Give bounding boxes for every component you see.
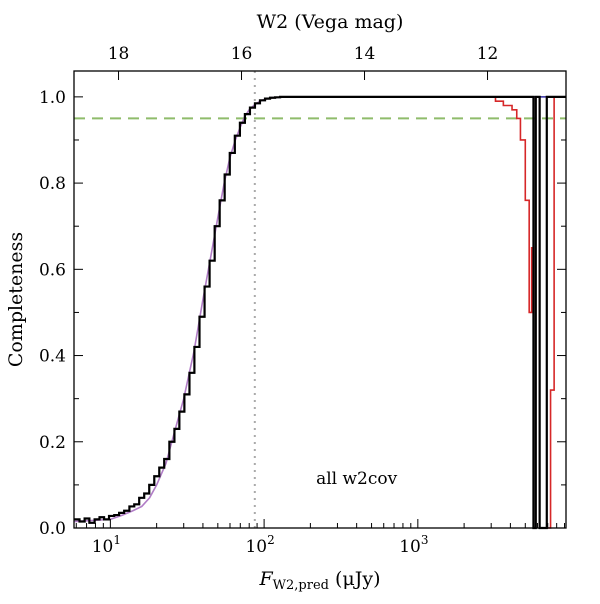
x-tick-label: 102 (245, 533, 274, 557)
plot-border (73, 70, 567, 529)
x-axis-subscript: W2,pred (273, 578, 329, 593)
y-tick-label: 1.0 (39, 88, 66, 108)
y-tick-label: 0.8 (39, 174, 66, 194)
y-tick-label: 0.4 (39, 347, 66, 367)
plot-frame (73, 70, 567, 529)
y-tick-label: 0.2 (39, 433, 66, 453)
series-model-curve (73, 96, 566, 523)
top-axis-title: W2 (Vega mag) (257, 11, 404, 33)
x-tick-label: 101 (92, 533, 121, 557)
y-axis-title: Completeness (5, 232, 27, 367)
reference-lines (74, 71, 566, 528)
x-tick-exponent: 1 (113, 533, 121, 547)
bottom-axis-title: FW2,pred (μJy) (258, 568, 380, 593)
top-tick-label: 18 (108, 44, 130, 64)
x-axis-unit: (μJy) (335, 568, 381, 590)
x-tick-label: 103 (399, 533, 428, 557)
x-tick-base: 10 (92, 537, 114, 557)
y-tick-label: 0.0 (39, 519, 66, 539)
series-group (73, 95, 566, 530)
y-tick-label: 0.6 (39, 260, 66, 280)
x-tick-exponent: 2 (267, 533, 275, 547)
top-tick-label: 12 (477, 44, 499, 64)
x-tick-base: 10 (245, 537, 267, 557)
series-step-line (299, 96, 566, 529)
axis-labels: W2 (Vega mag) FW2,pred (μJy) Completeness… (5, 11, 403, 593)
x-tick-exponent: 3 (421, 533, 429, 547)
series-step-line (74, 96, 566, 524)
series-step-line (74, 95, 566, 530)
x-axis-symbol: F (258, 568, 273, 590)
chart-annotation: all w2cov (316, 469, 398, 489)
x-tick-base: 10 (399, 537, 421, 557)
top-tick-label: 14 (354, 44, 376, 64)
top-tick-label: 16 (231, 44, 253, 64)
